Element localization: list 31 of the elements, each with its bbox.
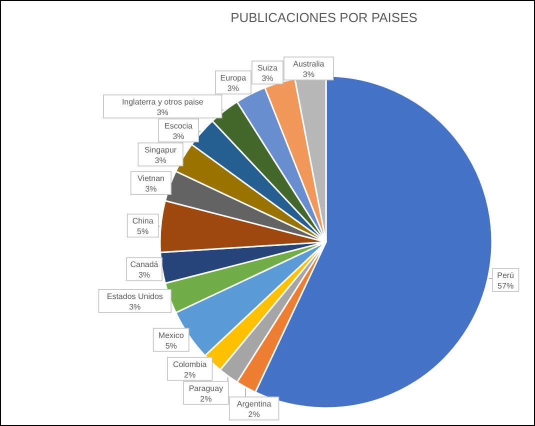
slice-label: Australia [293,60,325,68]
slice-label: Singapur [144,145,177,154]
data-label: 2% [184,370,196,380]
slice-label: Suiza [257,64,278,73]
slice-label: Inglaterra y otros paise [122,97,204,106]
data-label: 5% [165,341,177,350]
chart-title: PUBLICACIONES POR PAISES [230,10,418,25]
data-label: 3% [138,270,150,280]
data-label: 57% [498,281,514,290]
data-label: 3% [156,108,168,117]
slice-label: Paraguay [188,384,224,393]
slice-label: Canadá [130,260,159,270]
data-label: 3% [227,84,239,93]
slice-label: Escocia [164,121,194,130]
slice-label: Perú [497,270,514,280]
slice-label: Vietnan [138,174,164,184]
data-label: 3% [129,302,141,312]
data-label: 3% [172,132,184,141]
data-label: 2% [200,394,212,404]
slice-label: Mexico [158,330,184,340]
data-label: 3% [154,156,166,165]
slice-label: Europa [220,73,247,82]
data-label: 3% [145,184,157,194]
slice-label: Estados Unidos [106,292,163,301]
data-label: 2% [248,410,260,419]
slice-label: Colombia [172,360,208,369]
slice-label: China [132,216,154,226]
slice-label: Argentina [236,399,272,408]
data-label: 3% [302,70,314,79]
data-label: 5% [137,227,149,236]
data-label: 3% [262,74,274,84]
